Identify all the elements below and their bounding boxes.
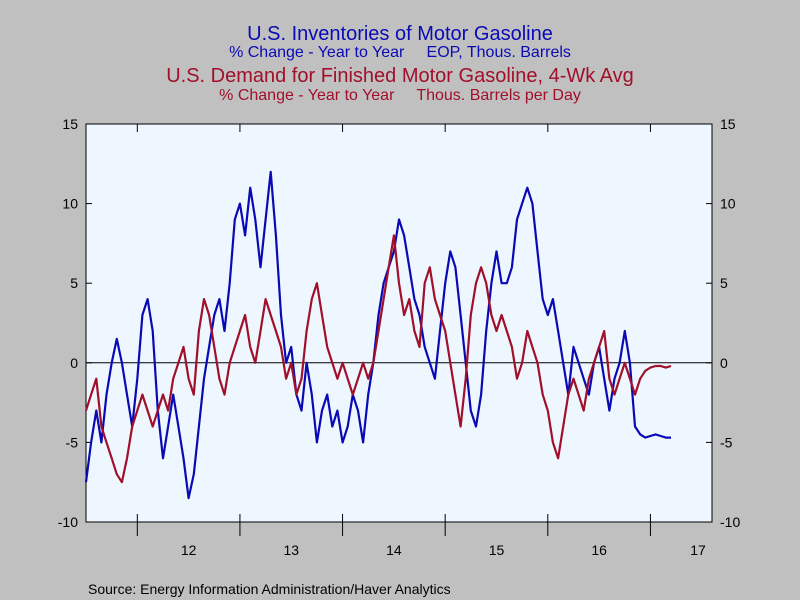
y-tick-label-right: 10 xyxy=(720,196,736,212)
source-note: Source: Energy Information Administratio… xyxy=(88,581,451,597)
series-group xyxy=(84,170,672,500)
y-tick-label-left: -10 xyxy=(58,514,78,530)
y-tick-label-left: 0 xyxy=(70,355,78,371)
plot-area xyxy=(85,123,713,523)
series-line-demand xyxy=(84,234,672,484)
y-tick-label-right: 0 xyxy=(720,355,728,371)
x-tick-label: 17 xyxy=(690,542,706,558)
subtitle-inventories: % Change - Year to Year EOP, Thous. Barr… xyxy=(229,44,571,61)
y-tick-label-right: 5 xyxy=(720,275,728,291)
y-tick-label-right: 15 xyxy=(720,116,736,132)
x-tick-label: 15 xyxy=(489,542,505,558)
x-tick-label: 13 xyxy=(283,542,299,558)
title-inventories: U.S. Inventories of Motor Gasoline xyxy=(247,23,553,45)
title-demand: U.S. Demand for Finished Motor Gasoline,… xyxy=(166,65,634,87)
left-y-axis: -10 -5 0 5 10 15 xyxy=(58,116,92,530)
y-tick-label-right: -5 xyxy=(720,434,733,450)
x-tick-label: 14 xyxy=(386,542,402,558)
x-tick-label: 16 xyxy=(591,542,607,558)
y-tick-label-left: 15 xyxy=(62,116,78,132)
y-tick-label-right: -10 xyxy=(720,514,740,530)
y-tick-label-left: 10 xyxy=(62,196,78,212)
subtitle-demand: % Change - Year to Year Thous. Barrels p… xyxy=(219,87,581,104)
y-tick-label-left: -5 xyxy=(66,434,79,450)
x-tick-label: 12 xyxy=(181,542,197,558)
y-tick-label-left: 5 xyxy=(70,275,78,291)
right-y-axis: -10 -5 0 5 10 15 xyxy=(706,116,740,530)
series-line-inventories xyxy=(84,170,671,500)
x-axis: 12 13 14 15 16 17 xyxy=(181,542,706,558)
x-axis-separators xyxy=(136,124,651,536)
